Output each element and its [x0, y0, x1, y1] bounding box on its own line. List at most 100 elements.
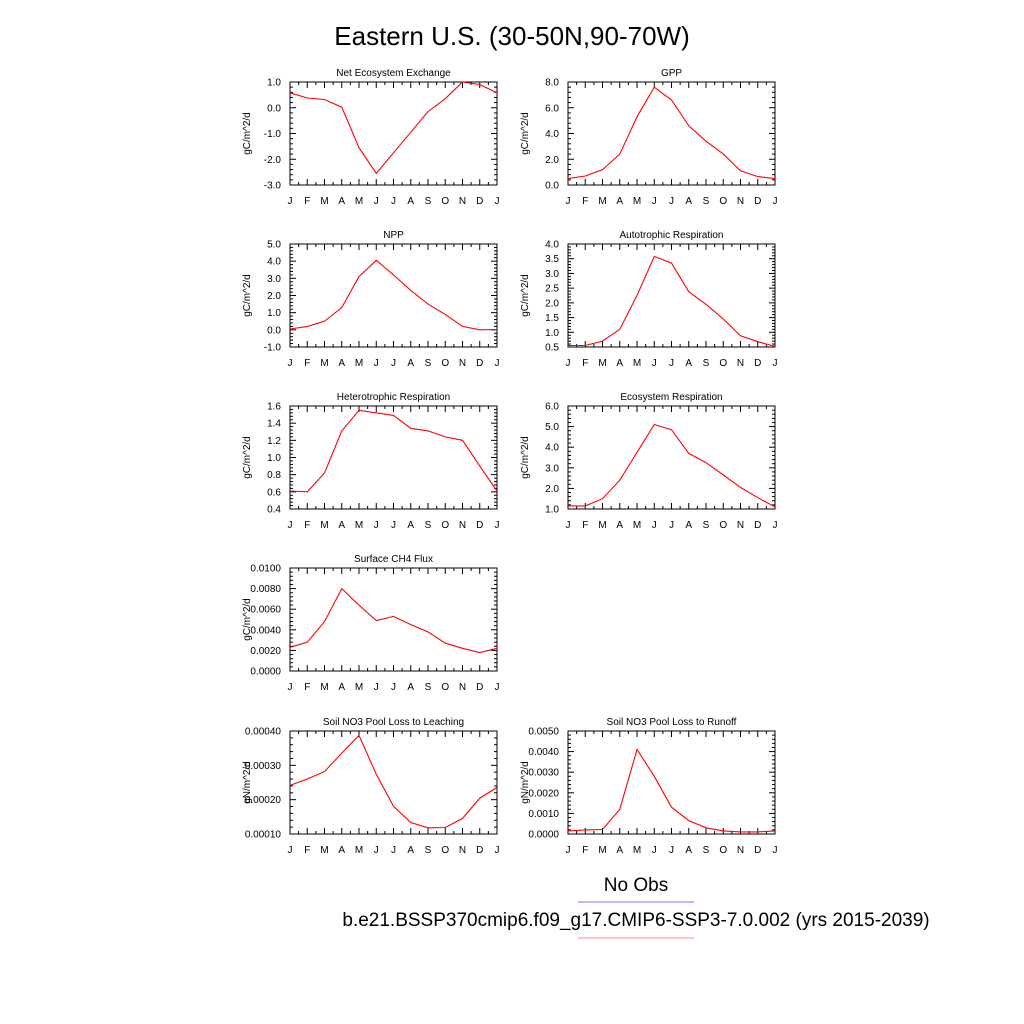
series-line: [289, 259, 498, 331]
x-tick-label: J: [288, 845, 293, 856]
plot-frame: [567, 730, 776, 835]
x-tick-label: J: [374, 520, 379, 531]
x-tick-label: D: [476, 845, 483, 856]
panel-title: Soil NO3 Pool Loss to Leaching: [323, 717, 464, 728]
y-tick-label: 0.4: [267, 505, 281, 516]
x-tick-label: M: [320, 358, 328, 369]
x-tick-label: F: [582, 845, 588, 856]
x-tick-label: J: [374, 682, 379, 693]
series-line: [289, 81, 498, 175]
x-tick-label: J: [566, 196, 571, 207]
x-tick-label: J: [391, 196, 396, 207]
x-tick-label: A: [407, 196, 414, 207]
y-tick-label: 0.0000: [250, 667, 281, 678]
x-tick-label: F: [582, 196, 588, 207]
y-axis-label: gC/m^2/d: [520, 112, 531, 155]
x-tick-label: J: [495, 196, 500, 207]
x-tick-label: S: [425, 358, 432, 369]
panel-title: Surface CH4 Flux: [354, 554, 433, 565]
y-tick-label: 0.0: [267, 325, 281, 336]
x-tick-label: J: [773, 520, 778, 531]
x-tick-label: A: [407, 682, 414, 693]
x-tick-label: F: [304, 845, 310, 856]
series-line: [568, 423, 776, 508]
x-tick-label: M: [598, 196, 606, 207]
plot-frame: [567, 405, 776, 510]
x-tick-label: D: [754, 358, 761, 369]
x-tick-label: N: [459, 358, 466, 369]
x-tick-label: J: [652, 520, 657, 531]
x-tick-label: J: [669, 520, 674, 531]
y-tick-label: 2.0: [267, 291, 281, 302]
x-tick-label: J: [391, 520, 396, 531]
x-tick-label: M: [633, 845, 641, 856]
plot-frame: [289, 730, 498, 835]
x-tick-label: A: [338, 358, 345, 369]
x-tick-label: N: [737, 520, 744, 531]
x-tick-label: M: [633, 520, 641, 531]
y-tick-label: 1.5: [545, 313, 559, 324]
y-tick-label: 0.0050: [528, 727, 559, 738]
x-tick-label: J: [669, 358, 674, 369]
y-tick-label: 3.0: [267, 274, 281, 285]
x-tick-label: J: [288, 682, 293, 693]
plot-frame: [567, 243, 776, 348]
x-tick-label: A: [338, 520, 345, 531]
x-tick-label: S: [425, 682, 432, 693]
panel-title: Net Ecosystem Exchange: [336, 68, 451, 79]
y-tick-label: 2.5: [545, 284, 559, 295]
x-tick-label: M: [598, 358, 606, 369]
y-tick-label: 2.0: [545, 298, 559, 309]
x-tick-label: N: [459, 845, 466, 856]
x-tick-label: J: [374, 358, 379, 369]
x-tick-label: A: [616, 520, 623, 531]
x-tick-label: A: [338, 845, 345, 856]
panel-title: Soil NO3 Pool Loss to Runoff: [607, 717, 737, 728]
x-tick-label: F: [582, 358, 588, 369]
y-tick-label: 2.0: [545, 155, 559, 166]
x-tick-label: J: [773, 358, 778, 369]
y-tick-label: 0.0020: [528, 788, 559, 799]
y-tick-label: 0.00030: [245, 761, 282, 772]
y-tick-label: -1.0: [264, 129, 282, 140]
panel-title: Autotrophic Respiration: [620, 230, 724, 241]
series-line: [568, 255, 776, 347]
panel-title: NPP: [383, 230, 404, 241]
x-tick-label: J: [773, 845, 778, 856]
x-tick-label: J: [495, 358, 500, 369]
x-tick-label: O: [719, 520, 727, 531]
x-tick-label: D: [476, 358, 483, 369]
x-tick-label: J: [288, 520, 293, 531]
x-tick-label: O: [719, 845, 727, 856]
x-tick-label: A: [685, 358, 692, 369]
x-tick-label: J: [669, 196, 674, 207]
plot-frame: [567, 81, 776, 186]
x-tick-label: M: [355, 520, 363, 531]
x-tick-label: M: [355, 845, 363, 856]
x-tick-label: S: [703, 196, 710, 207]
x-tick-label: D: [754, 520, 761, 531]
case-label: b.e21.BSSP370cmip6.f09_g17.CMIP6-SSP3-7.…: [342, 910, 929, 931]
x-tick-label: S: [703, 520, 710, 531]
x-tick-label: J: [566, 845, 571, 856]
x-tick-label: N: [737, 196, 744, 207]
x-tick-label: M: [355, 358, 363, 369]
x-tick-label: A: [407, 845, 414, 856]
y-tick-label: 0.00010: [245, 830, 282, 841]
panel-title: GPP: [661, 68, 682, 79]
x-tick-label: J: [374, 845, 379, 856]
x-tick-label: F: [304, 196, 310, 207]
x-tick-label: J: [652, 358, 657, 369]
x-tick-label: F: [304, 358, 310, 369]
y-tick-label: 0.0100: [250, 564, 281, 575]
x-tick-label: J: [652, 845, 657, 856]
y-tick-label: -1.0: [264, 343, 282, 354]
y-tick-label: 4.0: [545, 443, 559, 454]
x-tick-label: J: [669, 845, 674, 856]
x-tick-label: M: [320, 520, 328, 531]
